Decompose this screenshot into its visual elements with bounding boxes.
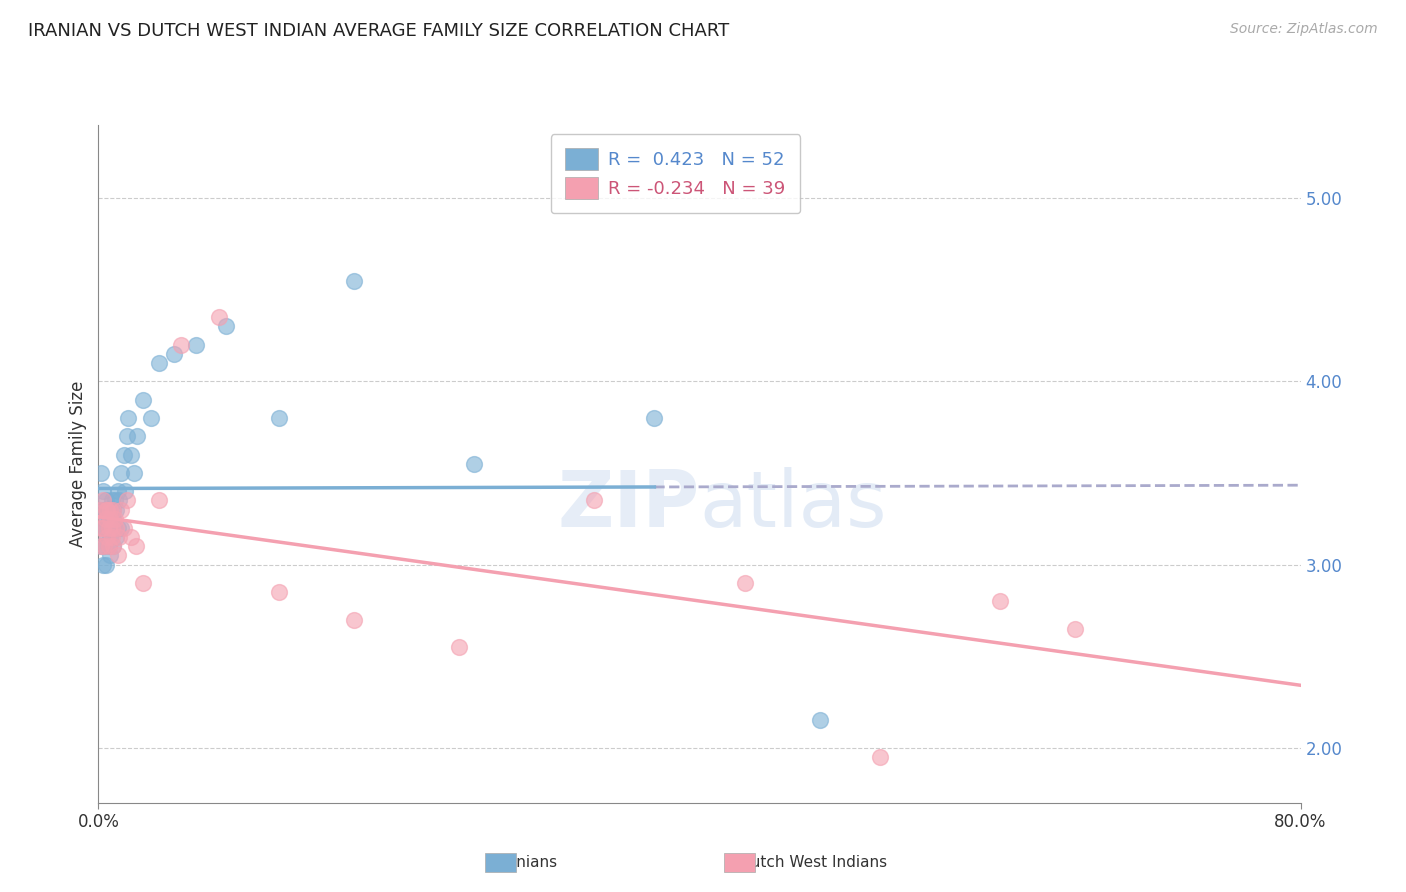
Point bbox=[107, 549, 129, 563]
Legend: R =  0.423   N = 52, R = -0.234   N = 39: R = 0.423 N = 52, R = -0.234 N = 39 bbox=[551, 134, 800, 213]
Point bbox=[94, 512, 117, 526]
Point bbox=[1064, 622, 1087, 636]
Point bbox=[583, 493, 606, 508]
Point bbox=[105, 502, 128, 516]
Point bbox=[115, 493, 138, 508]
Point bbox=[107, 484, 129, 499]
Point bbox=[89, 502, 111, 516]
Point bbox=[215, 319, 238, 334]
Point bbox=[103, 539, 125, 553]
Point bbox=[91, 493, 114, 508]
Point bbox=[91, 521, 114, 535]
Point bbox=[108, 530, 131, 544]
Point bbox=[125, 539, 148, 553]
Point bbox=[114, 484, 136, 499]
Point bbox=[100, 502, 122, 516]
Point bbox=[101, 521, 124, 535]
Point bbox=[105, 530, 128, 544]
Point bbox=[93, 539, 115, 553]
Point bbox=[103, 502, 125, 516]
Point bbox=[104, 512, 127, 526]
Text: ZIP: ZIP bbox=[557, 467, 700, 542]
Point bbox=[97, 512, 120, 526]
Point bbox=[94, 493, 117, 508]
Point bbox=[93, 521, 115, 535]
Text: IRANIAN VS DUTCH WEST INDIAN AVERAGE FAMILY SIZE CORRELATION CHART: IRANIAN VS DUTCH WEST INDIAN AVERAGE FAM… bbox=[28, 22, 730, 40]
Point bbox=[162, 347, 184, 361]
Point bbox=[100, 549, 122, 563]
Point bbox=[94, 502, 117, 516]
Point bbox=[90, 539, 112, 553]
Point bbox=[96, 530, 118, 544]
Point bbox=[808, 714, 831, 728]
Point bbox=[447, 640, 470, 654]
Point bbox=[101, 521, 124, 535]
Point bbox=[90, 539, 112, 553]
Point bbox=[121, 530, 143, 544]
Point bbox=[343, 613, 366, 627]
Point bbox=[734, 576, 756, 591]
Point bbox=[97, 539, 120, 553]
Point bbox=[100, 502, 122, 516]
Point bbox=[463, 457, 485, 471]
Text: Iranians: Iranians bbox=[496, 855, 558, 870]
Point bbox=[89, 502, 111, 516]
Point bbox=[97, 521, 120, 535]
Point bbox=[97, 539, 120, 553]
Point bbox=[110, 466, 132, 480]
Point bbox=[170, 337, 193, 351]
Point bbox=[101, 530, 124, 544]
Point bbox=[103, 539, 125, 553]
Point bbox=[108, 493, 131, 508]
Point bbox=[96, 502, 118, 516]
Point bbox=[104, 493, 127, 508]
Point bbox=[112, 448, 135, 462]
Point bbox=[117, 411, 139, 425]
Text: Source: ZipAtlas.com: Source: ZipAtlas.com bbox=[1230, 22, 1378, 37]
Point bbox=[208, 310, 231, 325]
Point bbox=[93, 502, 115, 516]
Point bbox=[90, 521, 112, 535]
Y-axis label: Average Family Size: Average Family Size bbox=[69, 381, 87, 547]
Point bbox=[94, 558, 117, 572]
Point bbox=[267, 411, 290, 425]
Point bbox=[121, 448, 143, 462]
Point bbox=[110, 502, 132, 516]
Point bbox=[112, 521, 135, 535]
Point bbox=[148, 493, 170, 508]
Point bbox=[267, 585, 290, 599]
Point bbox=[91, 484, 114, 499]
Point bbox=[103, 512, 125, 526]
Point bbox=[110, 521, 132, 535]
Point bbox=[127, 429, 149, 443]
Point bbox=[139, 411, 162, 425]
Point bbox=[101, 493, 124, 508]
Point bbox=[148, 356, 170, 370]
Point bbox=[124, 466, 146, 480]
Point bbox=[90, 466, 112, 480]
Point bbox=[103, 502, 125, 516]
Point bbox=[91, 558, 114, 572]
Point bbox=[94, 521, 117, 535]
Point bbox=[988, 594, 1011, 608]
Point bbox=[105, 521, 128, 535]
Point bbox=[184, 337, 207, 351]
Point bbox=[107, 521, 129, 535]
Point bbox=[100, 530, 122, 544]
Point bbox=[104, 521, 127, 535]
Text: Dutch West Indians: Dutch West Indians bbox=[738, 855, 887, 870]
Point bbox=[100, 512, 122, 526]
Point bbox=[869, 750, 891, 764]
Point bbox=[96, 502, 118, 516]
Point bbox=[97, 521, 120, 535]
Point bbox=[115, 429, 138, 443]
Point bbox=[343, 274, 366, 288]
Point bbox=[132, 392, 155, 407]
Point bbox=[643, 411, 665, 425]
Text: atlas: atlas bbox=[700, 467, 887, 542]
Point bbox=[96, 512, 118, 526]
Point bbox=[96, 530, 118, 544]
Point bbox=[132, 576, 155, 591]
Point bbox=[93, 539, 115, 553]
